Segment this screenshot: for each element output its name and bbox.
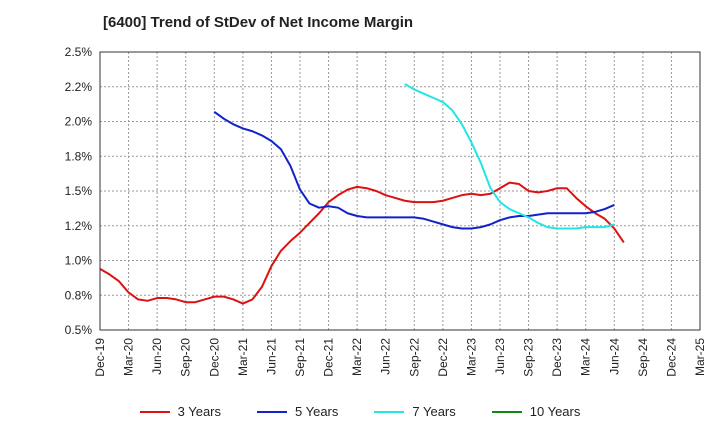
x-tick-label: Jun-20 (150, 338, 164, 375)
legend-swatch (374, 410, 405, 413)
x-tick-label: Sep-20 (179, 338, 193, 377)
legend-item: 10 Years (491, 404, 581, 419)
x-tick-label: Dec-19 (93, 338, 107, 377)
y-tick-label: 2.2% (65, 80, 93, 94)
y-tick-label: 0.8% (65, 288, 93, 302)
x-tick-label: Jun-22 (379, 338, 393, 375)
x-tick-label: Jun-21 (264, 338, 278, 375)
y-tick-label: 1.2% (65, 219, 93, 233)
grid-layer (99, 51, 701, 331)
legend-swatch (139, 410, 170, 413)
y-axis-labels: 0.5% 0.8% 1.0% 1.2% 1.5% 1.8% 2.0% 2.2% 2.5% (65, 45, 93, 337)
y-tick-label: 0.5% (65, 323, 93, 337)
legend-label: 5 Years (295, 404, 339, 419)
legend-swatch (491, 410, 522, 413)
legend-item: 3 Years (139, 404, 221, 419)
legend-swatch (257, 410, 287, 413)
x-axis-labels: Dec-19 Mar-20 Jun-20 Sep-20 Dec-20 Mar-21 Jun-… (93, 338, 707, 377)
y-tick-label: 1.5% (65, 184, 93, 198)
series-layer (99, 83, 625, 305)
x-tick-label: Dec-23 (550, 338, 564, 377)
series-line-5-years (213, 110, 615, 230)
x-tick-label: Jun-24 (607, 338, 621, 375)
x-tick-label: Jun-23 (493, 338, 507, 375)
x-tick-label: Sep-24 (636, 338, 650, 377)
y-tick-label: 1.8% (65, 149, 93, 163)
series-line-7-years (404, 83, 615, 230)
chart-title: [6400] Trend of StDev of Net Income Marg… (103, 14, 414, 31)
x-tick-label: Mar-23 (464, 338, 478, 376)
legend-item: 5 Years (257, 404, 338, 419)
series-line-3-years (99, 181, 625, 305)
x-tick-label: Sep-22 (407, 338, 421, 377)
x-tick-label: Mar-24 (579, 338, 593, 376)
x-tick-label: Mar-21 (236, 338, 250, 376)
x-tick-label: Mar-25 (693, 338, 707, 376)
legend-item: 7 Years (374, 404, 456, 419)
x-tick-label: Dec-24 (664, 338, 678, 377)
y-tick-label: 1.0% (65, 254, 93, 268)
y-tick-label: 2.0% (65, 115, 93, 129)
x-tick-label: Mar-22 (350, 338, 364, 376)
legend: 3 Years 5 Years 7 Years 10 Years (0, 404, 720, 419)
y-tick-label: 2.5% (65, 45, 93, 59)
x-tick-label: Mar-20 (122, 338, 136, 376)
legend-label: 3 Years (177, 404, 221, 419)
x-tick-label: Dec-20 (207, 338, 221, 377)
x-tick-label: Sep-21 (293, 338, 307, 377)
x-tick-label: Sep-23 (522, 338, 536, 377)
legend-label: 10 Years (529, 404, 581, 419)
x-tick-label: Dec-22 (436, 338, 450, 377)
x-tick-label: Dec-21 (322, 338, 336, 377)
legend-label: 7 Years (412, 404, 456, 419)
plot-frame (99, 51, 701, 331)
